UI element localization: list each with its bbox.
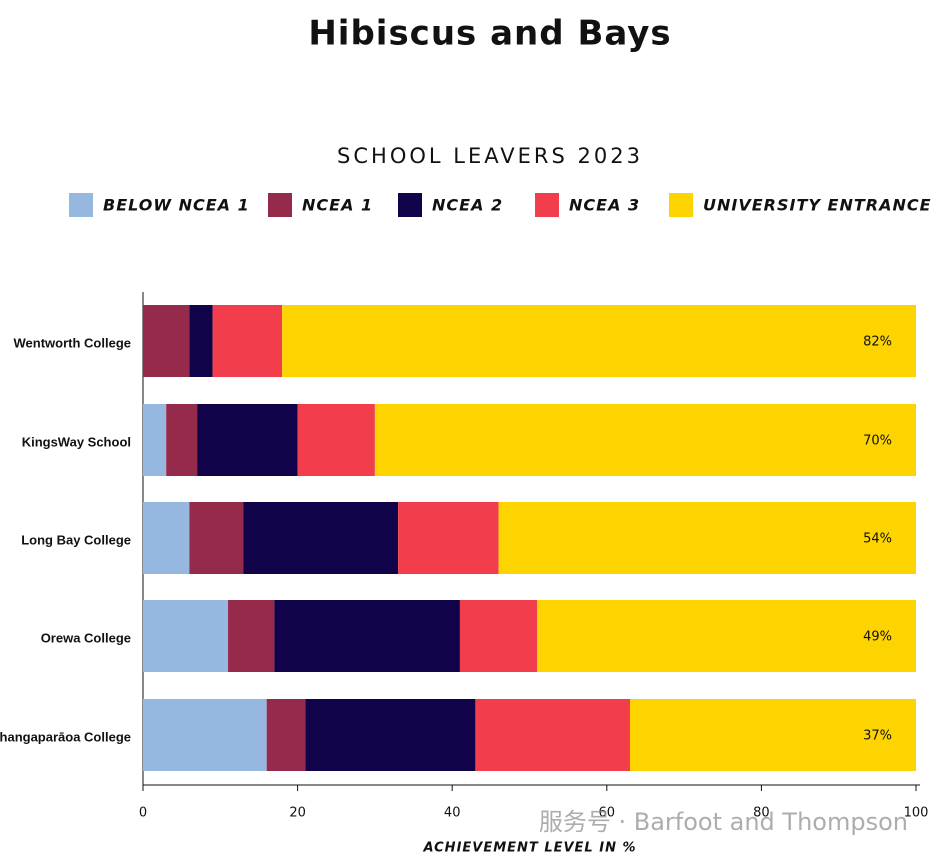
bar-segment <box>143 502 190 574</box>
bar-segment <box>537 600 916 672</box>
legend-label: NCEA 1 <box>302 196 373 215</box>
bar-segment <box>459 600 538 672</box>
legend-label: BELOW NCEA 1 <box>103 196 250 215</box>
bar-segment <box>274 600 460 672</box>
bar-segment <box>629 699 916 771</box>
bar-segment <box>166 404 198 476</box>
bar-segment <box>498 502 916 574</box>
legend-swatch <box>398 193 422 217</box>
x-tick-label: 60 <box>599 806 616 821</box>
watermark: 服务号 · Barfoot and Thompson <box>539 808 908 836</box>
bar-segment <box>143 404 167 476</box>
y-tick-label: Wentworth College <box>14 335 131 350</box>
x-tick-label: 20 <box>289 806 306 821</box>
bar-segment <box>189 305 213 377</box>
bar-segment <box>197 404 298 476</box>
bar-segment <box>243 502 399 574</box>
x-tick-label: 40 <box>444 806 461 821</box>
legend-label: NCEA 2 <box>432 196 503 215</box>
bar-segment <box>143 699 267 771</box>
value-label: 37% <box>863 729 892 744</box>
bar-segment <box>143 305 190 377</box>
legend-swatch <box>535 193 559 217</box>
bar-segment <box>374 404 916 476</box>
legend-swatch <box>669 193 693 217</box>
y-tick-label: Orewa College <box>41 630 131 645</box>
legend-swatch <box>268 193 292 217</box>
bar-segment <box>212 305 283 377</box>
x-tick-label: 100 <box>904 806 929 821</box>
bar-segment <box>189 502 244 574</box>
chart-title: Hibiscus and Bays <box>308 14 671 54</box>
y-tick-label: Whangaparāoa College <box>0 729 131 744</box>
value-label: 70% <box>863 434 892 449</box>
bar-segment <box>305 699 476 771</box>
bar-segment <box>228 600 275 672</box>
legend-swatch <box>69 193 93 217</box>
bar-segment <box>266 699 306 771</box>
value-label: 54% <box>863 532 892 547</box>
value-label: 82% <box>863 335 892 350</box>
y-tick-label: Long Bay College <box>21 532 131 547</box>
bar-segment <box>475 699 630 771</box>
chart-subtitle: SCHOOL LEAVERS 2023 <box>337 144 643 168</box>
legend-label: NCEA 3 <box>569 196 640 215</box>
bar-segment <box>282 305 916 377</box>
x-tick-label: 0 <box>139 806 147 821</box>
bar-segment <box>297 404 375 476</box>
bar-segment <box>398 502 499 574</box>
x-axis-label: ACHIEVEMENT LEVEL IN % <box>422 841 636 856</box>
legend-label: UNIVERSITY ENTRANCE <box>703 196 932 215</box>
value-label: 49% <box>863 630 892 645</box>
bar-segment <box>143 600 229 672</box>
x-tick-label: 80 <box>753 806 770 821</box>
y-tick-label: KingsWay School <box>22 434 131 449</box>
